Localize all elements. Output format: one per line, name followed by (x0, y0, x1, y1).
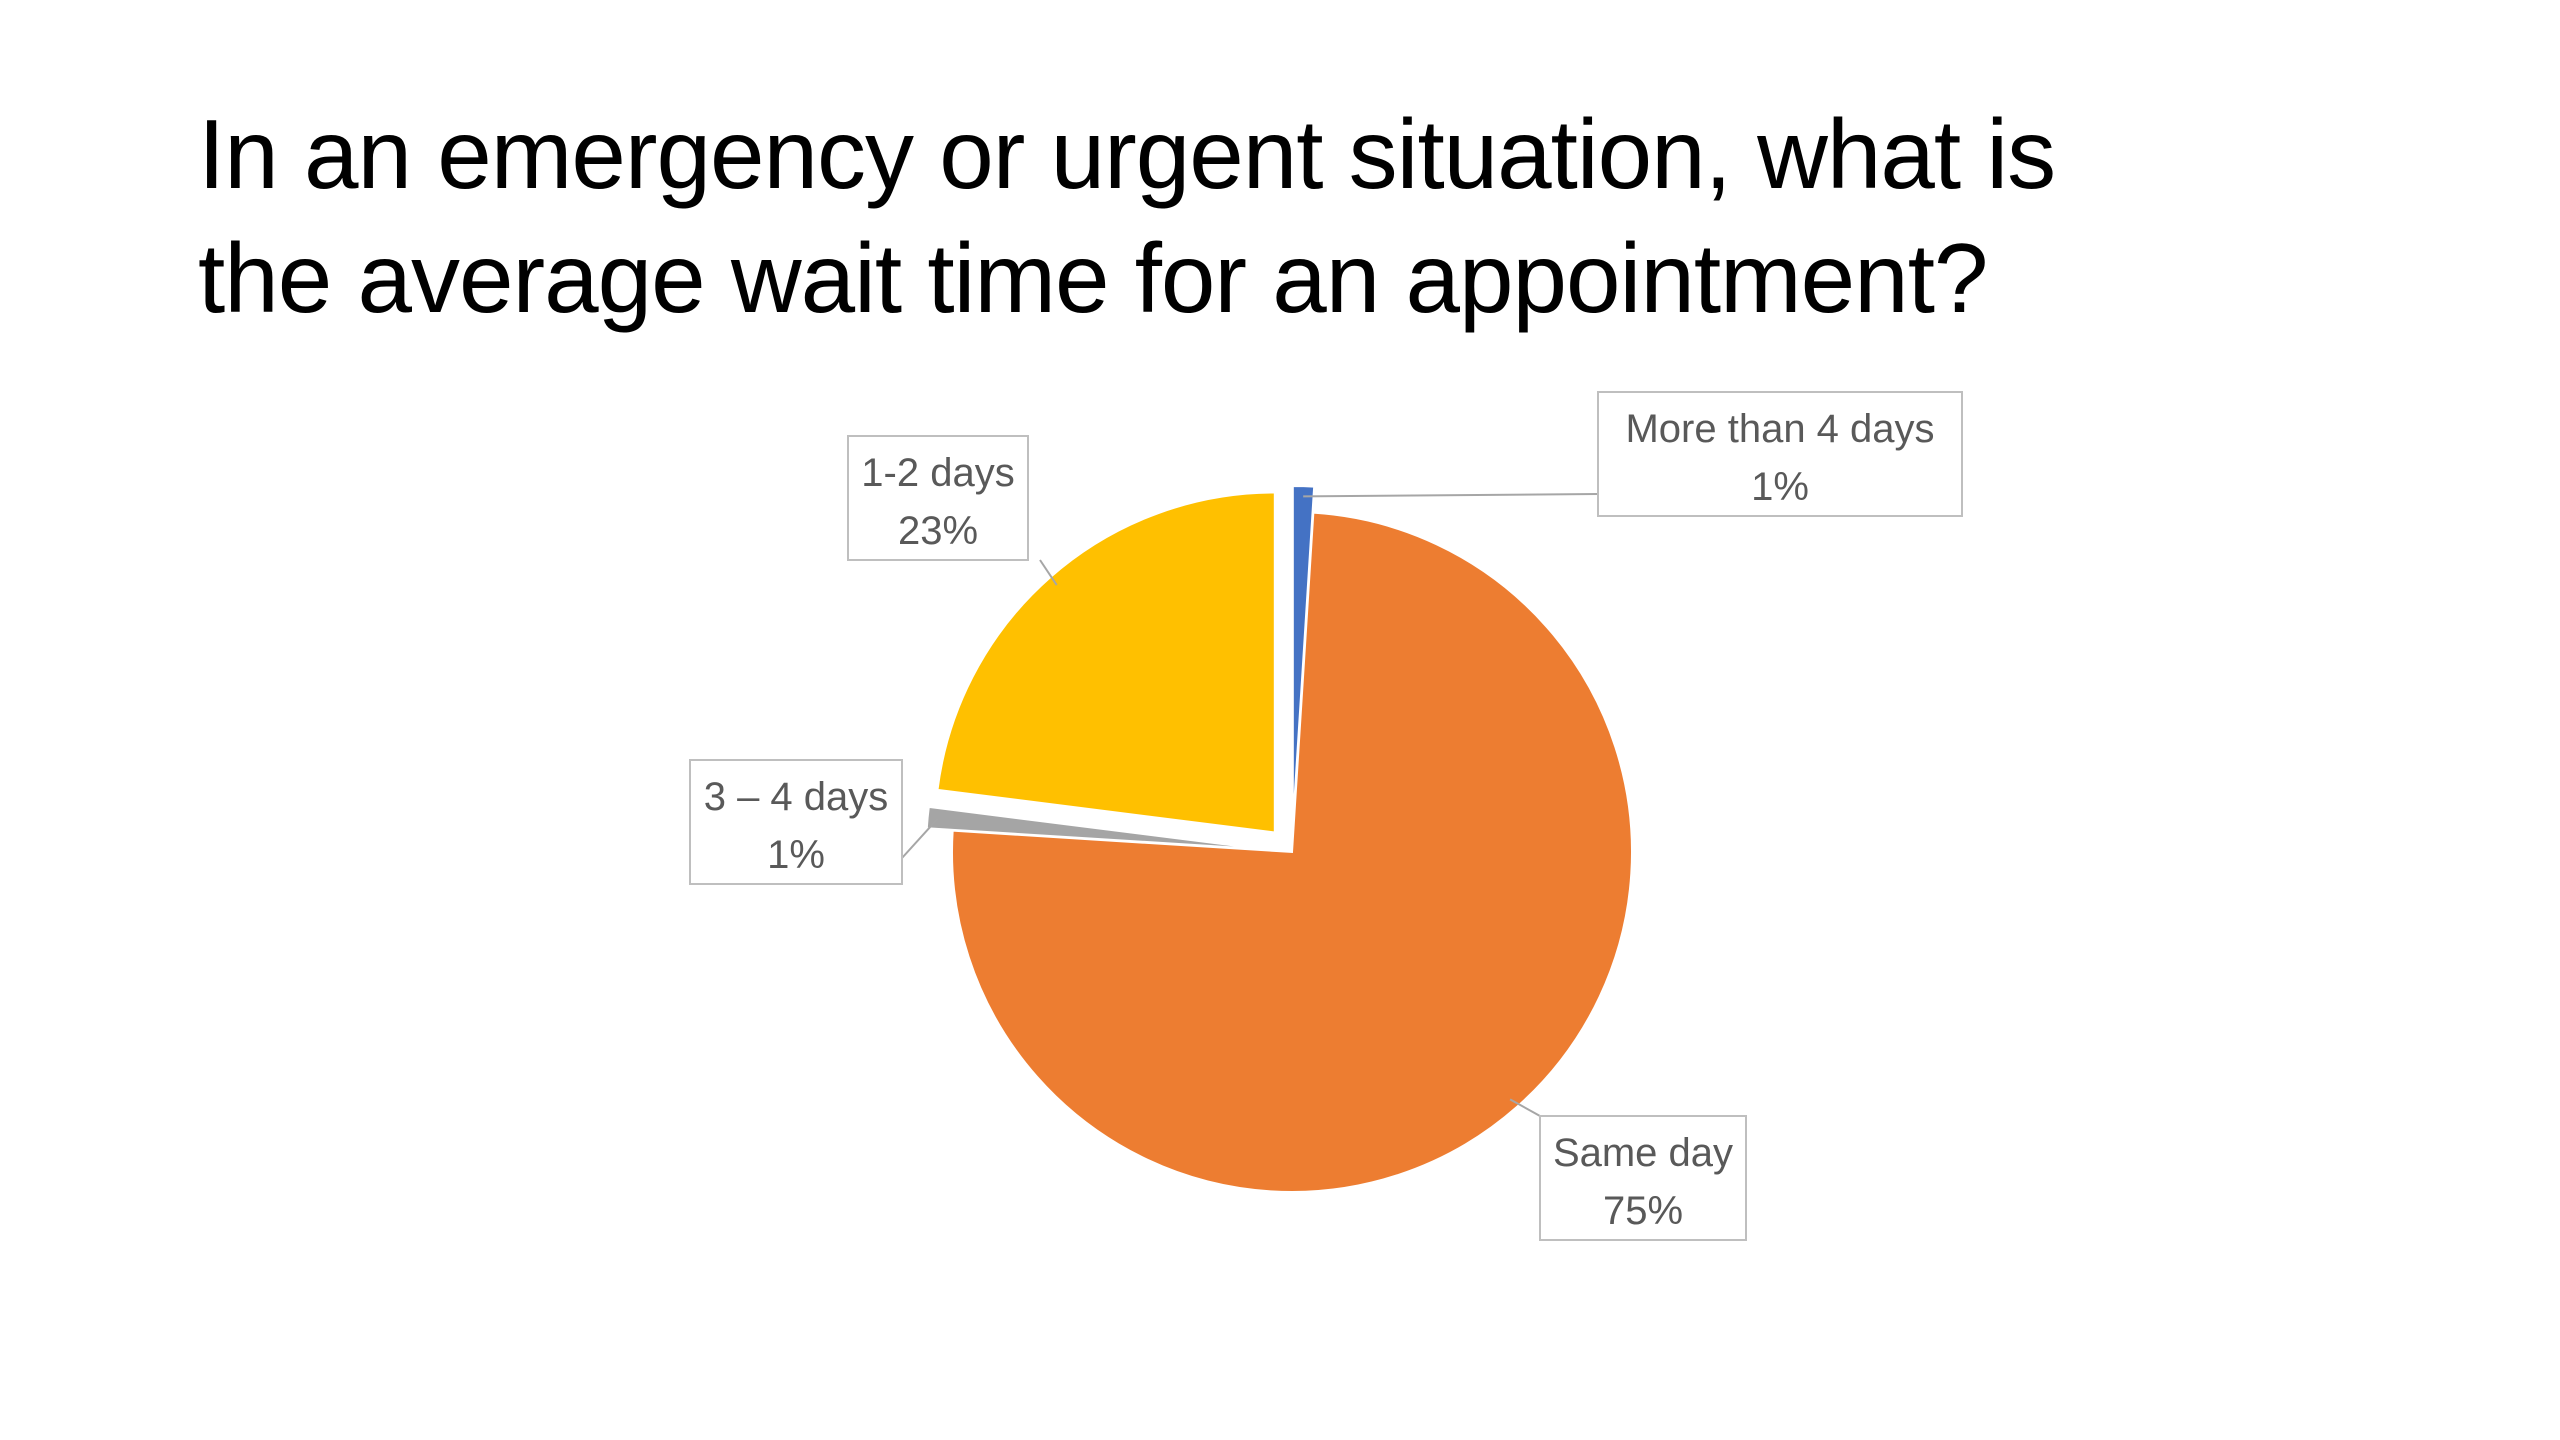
data-labels: More than 4 days 1% Same day 75% 3 – 4 days 1… (689, 391, 1963, 1241)
data-label-3-4-days: 3 – 4 days 1% (689, 759, 903, 885)
pie-slice-1-2-days (936, 491, 1276, 834)
pie-slices (925, 485, 1633, 1193)
data-label-category: 1-2 days (861, 451, 1014, 495)
leader-line-more-than-4-days (1303, 493, 1599, 498)
data-label-box (689, 759, 903, 885)
leader-lines (901, 493, 1599, 1117)
leader-line-3-4-days (901, 817, 939, 859)
data-label-more-than-4-days: More than 4 days 1% (1597, 391, 1963, 517)
data-label-value: 1% (1751, 465, 1809, 509)
data-label-box (1539, 1115, 1747, 1241)
data-label-box (847, 435, 1029, 561)
data-label-same-day: Same day 75% (1539, 1115, 1747, 1241)
leader-line-1-2-days (1039, 559, 1058, 586)
data-label-category: 3 – 4 days (704, 775, 889, 819)
slide-title: In an emergency or urgent situation, wha… (198, 92, 2398, 340)
data-label-value: 1% (767, 833, 825, 877)
data-label-value: 23% (898, 509, 978, 553)
data-label-category: More than 4 days (1625, 407, 1934, 451)
data-label-value: 75% (1603, 1189, 1683, 1233)
slide-title-line-1: In an emergency or urgent situation, wha… (198, 99, 2056, 209)
data-label-category: Same day (1553, 1131, 1733, 1175)
pie-slice-3-4-days (925, 805, 1267, 851)
data-label-1-2-days: 1-2 days 23% (847, 435, 1029, 561)
pie-slice-same-day (951, 511, 1633, 1193)
data-label-box (1597, 391, 1963, 517)
slide-title-line-2: the average wait time for an appointment… (198, 223, 1988, 333)
leader-line-same-day (1509, 1098, 1541, 1117)
